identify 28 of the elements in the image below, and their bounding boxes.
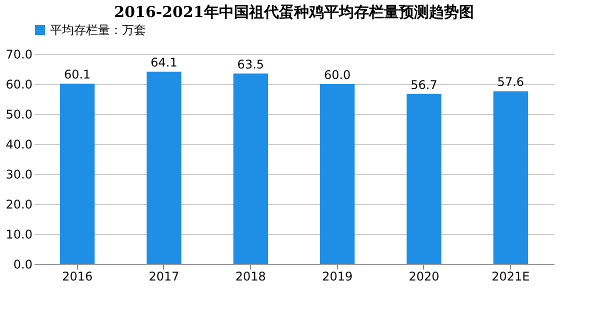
y-tick-label: 70.0 (6, 48, 32, 62)
bar (233, 74, 268, 264)
bar (60, 84, 95, 264)
bar (320, 84, 355, 264)
x-tick-label: 2017 (148, 270, 180, 284)
data-label: 63.5 (237, 58, 264, 72)
y-tick-label: 0.0 (13, 258, 32, 272)
data-label: 57.6 (497, 75, 524, 90)
x-tick-label: 2018 (235, 270, 266, 284)
y-tick-label: 60.0 (6, 78, 32, 92)
data-label: 56.7 (410, 78, 438, 92)
x-tick-label: 2016 (62, 270, 93, 284)
bar (406, 94, 442, 264)
y-tick-label: 50.0 (6, 108, 32, 122)
y-tick-label: 10.0 (6, 228, 32, 242)
data-label: 60.1 (64, 68, 91, 82)
y-tick-label: 20.0 (6, 198, 32, 212)
x-tick-label: 2019 (322, 270, 353, 284)
data-label: 60.0 (324, 68, 351, 82)
x-tick-label: 2021E (492, 270, 530, 284)
data-label: 64.1 (150, 56, 178, 70)
bar (493, 91, 528, 264)
chart-title: 2016-2021年中国祖代蛋种鸡平均存栏量预测趋势图 (114, 3, 474, 21)
legend-label: 平均存栏量：万套 (50, 23, 146, 37)
y-tick-label: 40.0 (6, 138, 32, 152)
bar (146, 72, 182, 264)
y-tick-label: 30.0 (6, 168, 32, 182)
x-tick-label: 2020 (408, 270, 440, 284)
